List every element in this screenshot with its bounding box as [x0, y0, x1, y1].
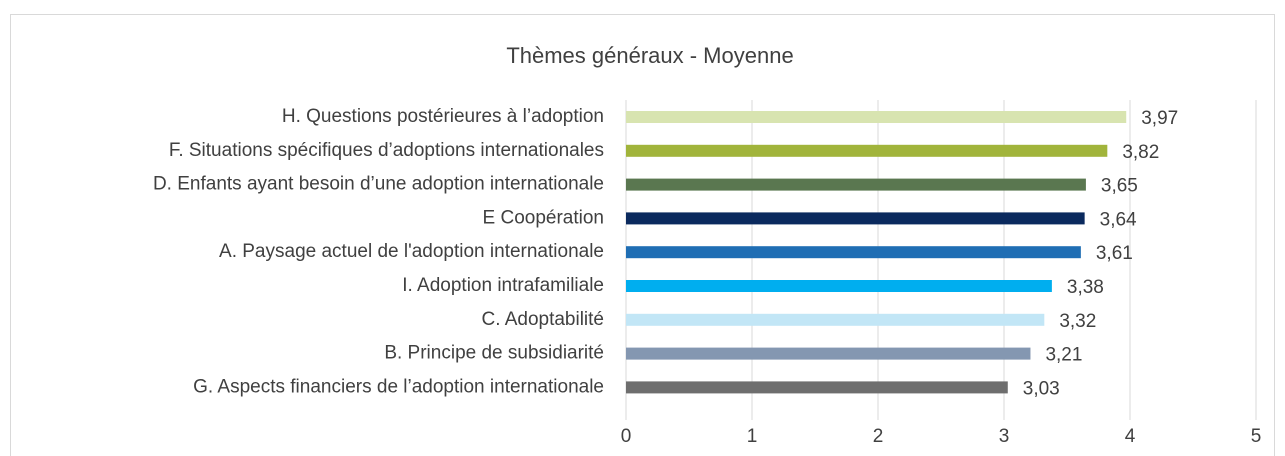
bar — [626, 111, 1127, 123]
x-tick-label: 3 — [999, 426, 1010, 447]
bar — [626, 347, 1031, 360]
y-tick-label: I. Adoption intrafamiliale — [402, 275, 604, 296]
bar — [626, 144, 1108, 157]
data-label: 3,03 — [1023, 378, 1060, 399]
bar — [626, 212, 1085, 225]
y-tick-label: G. Aspects financiers de l’adoption inte… — [193, 376, 604, 397]
bar — [626, 178, 1086, 191]
data-label: 3,65 — [1101, 176, 1138, 197]
data-label: 3,21 — [1045, 345, 1082, 366]
y-tick-label: A. Paysage actuel de l'adoption internat… — [219, 241, 604, 262]
bar — [626, 280, 1052, 292]
data-label: 3,97 — [1141, 108, 1178, 129]
x-tick-label: 0 — [621, 426, 632, 447]
x-tick-label: 1 — [747, 426, 758, 447]
data-label: 3,82 — [1122, 142, 1159, 163]
y-tick-label: E Coopération — [483, 207, 604, 228]
bar — [626, 313, 1045, 326]
bar — [626, 381, 1008, 394]
data-label: 3,61 — [1096, 243, 1133, 264]
data-label: 3,64 — [1100, 209, 1137, 230]
y-tick-label: B. Principe de subsidiarité — [384, 343, 604, 364]
data-label: 3,38 — [1067, 277, 1104, 298]
data-label: 3,32 — [1059, 311, 1096, 332]
y-tick-label: F. Situations spécifiques d’adoptions in… — [169, 140, 604, 161]
y-tick-label: H. Questions postérieures à l’adoption — [282, 106, 604, 127]
y-tick-label: C. Adoptabilité — [481, 309, 604, 330]
bar — [626, 246, 1081, 259]
chart-title: Thèmes généraux - Moyenne — [506, 43, 793, 68]
y-tick-label: D. Enfants ayant besoin d’une adoption i… — [153, 174, 604, 195]
x-tick-label: 4 — [1125, 426, 1136, 447]
x-tick-label: 2 — [873, 426, 884, 447]
x-tick-label: 5 — [1251, 426, 1262, 447]
